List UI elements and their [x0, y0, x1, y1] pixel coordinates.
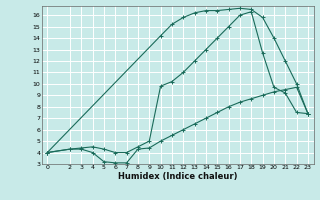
X-axis label: Humidex (Indice chaleur): Humidex (Indice chaleur): [118, 172, 237, 181]
